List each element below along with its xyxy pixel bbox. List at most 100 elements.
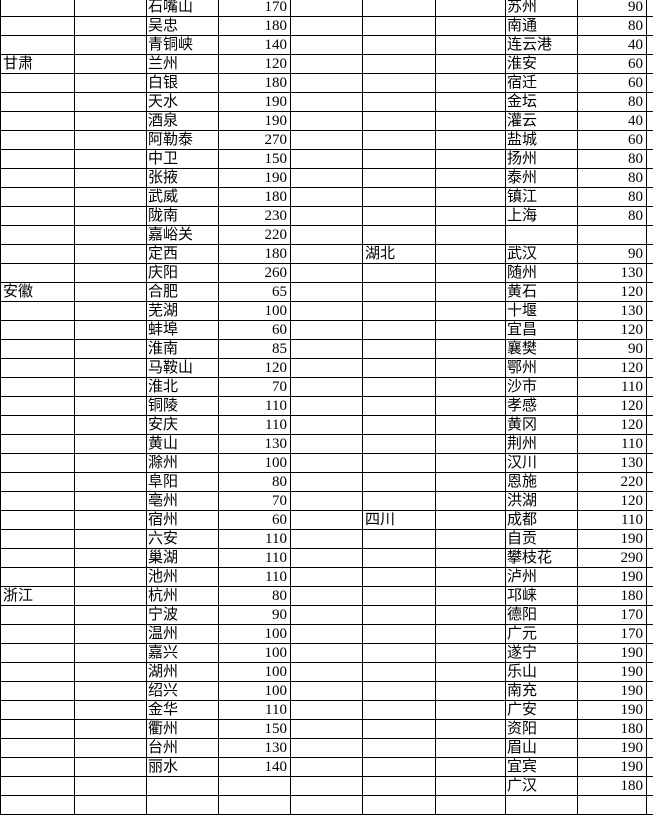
cell-value-right[interactable]: 110 xyxy=(578,511,647,530)
cell-edge-partial[interactable] xyxy=(647,625,653,644)
cell-edge-partial[interactable] xyxy=(647,663,653,682)
cell-city-left[interactable]: 巢湖 xyxy=(147,549,219,568)
cell-value-right[interactable]: 170 xyxy=(578,606,647,625)
cell-city-left[interactable]: 安庆 xyxy=(147,416,219,435)
cell-empty[interactable] xyxy=(291,17,363,36)
cell-province-left[interactable]: 浙江 xyxy=(1,587,75,606)
cell-province-left[interactable] xyxy=(1,796,75,815)
cell-province-left[interactable] xyxy=(1,397,75,416)
cell-value-right[interactable]: 60 xyxy=(578,55,647,74)
cell-empty[interactable] xyxy=(75,416,147,435)
cell-city-right[interactable]: 上海 xyxy=(506,207,578,226)
cell-province-right[interactable] xyxy=(363,435,436,454)
cell-value-right[interactable]: 120 xyxy=(578,416,647,435)
cell-city-right[interactable]: 遂宁 xyxy=(506,644,578,663)
cell-value-left[interactable]: 80 xyxy=(219,587,291,606)
cell-empty[interactable] xyxy=(436,644,506,663)
cell-province-right[interactable] xyxy=(363,777,436,796)
cell-value-right[interactable]: 80 xyxy=(578,188,647,207)
cell-city-right[interactable]: 十堰 xyxy=(506,302,578,321)
cell-province-right[interactable] xyxy=(363,606,436,625)
cell-empty[interactable] xyxy=(75,283,147,302)
cell-edge-partial[interactable] xyxy=(647,758,653,777)
cell-edge-partial[interactable] xyxy=(647,283,653,302)
cell-empty[interactable] xyxy=(75,74,147,93)
cell-empty[interactable] xyxy=(75,93,147,112)
cell-city-right[interactable]: 恩施 xyxy=(506,473,578,492)
cell-empty[interactable] xyxy=(436,511,506,530)
cell-city-right[interactable]: 广汉 xyxy=(506,777,578,796)
cell-city-left[interactable]: 六安 xyxy=(147,530,219,549)
cell-empty[interactable] xyxy=(291,188,363,207)
cell-city-right[interactable]: 眉山 xyxy=(506,739,578,758)
cell-value-left[interactable]: 65 xyxy=(219,283,291,302)
cell-value-left[interactable]: 70 xyxy=(219,378,291,397)
cell-empty[interactable] xyxy=(436,682,506,701)
cell-value-right[interactable]: 60 xyxy=(578,131,647,150)
cell-city-left[interactable]: 石嘴山 xyxy=(147,0,219,17)
cell-empty[interactable] xyxy=(291,302,363,321)
cell-value-right[interactable]: 220 xyxy=(578,473,647,492)
cell-value-right[interactable]: 90 xyxy=(578,0,647,17)
cell-edge-partial[interactable] xyxy=(647,359,653,378)
cell-edge-partial[interactable] xyxy=(647,720,653,739)
cell-edge-partial[interactable] xyxy=(647,568,653,587)
cell-empty[interactable] xyxy=(436,397,506,416)
cell-empty[interactable] xyxy=(291,321,363,340)
cell-province-left[interactable] xyxy=(1,112,75,131)
cell-empty[interactable] xyxy=(75,568,147,587)
cell-empty[interactable] xyxy=(436,568,506,587)
cell-empty[interactable] xyxy=(436,226,506,245)
cell-province-right[interactable] xyxy=(363,587,436,606)
cell-city-right[interactable]: 资阳 xyxy=(506,720,578,739)
cell-province-left[interactable] xyxy=(1,492,75,511)
cell-province-left[interactable] xyxy=(1,701,75,720)
cell-empty[interactable] xyxy=(291,416,363,435)
cell-empty[interactable] xyxy=(75,340,147,359)
cell-city-left[interactable]: 滁州 xyxy=(147,454,219,473)
cell-empty[interactable] xyxy=(436,606,506,625)
cell-city-right[interactable]: 黄石 xyxy=(506,283,578,302)
cell-edge-partial[interactable] xyxy=(647,378,653,397)
cell-province-right[interactable] xyxy=(363,226,436,245)
cell-empty[interactable] xyxy=(436,150,506,169)
cell-province-right[interactable] xyxy=(363,340,436,359)
cell-edge-partial[interactable] xyxy=(647,55,653,74)
cell-province-left[interactable] xyxy=(1,777,75,796)
cell-city-left[interactable]: 绍兴 xyxy=(147,682,219,701)
cell-province-right[interactable] xyxy=(363,264,436,283)
cell-value-left[interactable]: 110 xyxy=(219,568,291,587)
cell-empty[interactable] xyxy=(436,36,506,55)
cell-edge-partial[interactable] xyxy=(647,492,653,511)
cell-edge-partial[interactable] xyxy=(647,264,653,283)
cell-province-left[interactable] xyxy=(1,0,75,17)
cell-province-left[interactable] xyxy=(1,625,75,644)
cell-province-right[interactable] xyxy=(363,321,436,340)
cell-city-left[interactable]: 池州 xyxy=(147,568,219,587)
cell-empty[interactable] xyxy=(291,245,363,264)
cell-city-right[interactable]: 随州 xyxy=(506,264,578,283)
cell-empty[interactable] xyxy=(291,739,363,758)
cell-city-right[interactable]: 泰州 xyxy=(506,169,578,188)
cell-province-left[interactable] xyxy=(1,169,75,188)
cell-empty[interactable] xyxy=(436,302,506,321)
cell-city-left[interactable]: 合肥 xyxy=(147,283,219,302)
cell-value-right[interactable]: 120 xyxy=(578,283,647,302)
cell-empty[interactable] xyxy=(436,207,506,226)
cell-value-right[interactable]: 80 xyxy=(578,93,647,112)
cell-province-right[interactable] xyxy=(363,530,436,549)
cell-province-right[interactable] xyxy=(363,416,436,435)
cell-empty[interactable] xyxy=(75,169,147,188)
cell-empty[interactable] xyxy=(75,264,147,283)
cell-city-right[interactable]: 武汉 xyxy=(506,245,578,264)
cell-province-right[interactable] xyxy=(363,549,436,568)
cell-edge-partial[interactable] xyxy=(647,74,653,93)
cell-empty[interactable] xyxy=(436,378,506,397)
cell-value-left[interactable]: 180 xyxy=(219,17,291,36)
cell-city-right[interactable] xyxy=(506,226,578,245)
cell-province-right[interactable] xyxy=(363,568,436,587)
cell-province-right[interactable] xyxy=(363,378,436,397)
cell-value-right[interactable]: 190 xyxy=(578,663,647,682)
cell-empty[interactable] xyxy=(75,587,147,606)
cell-province-left[interactable] xyxy=(1,416,75,435)
